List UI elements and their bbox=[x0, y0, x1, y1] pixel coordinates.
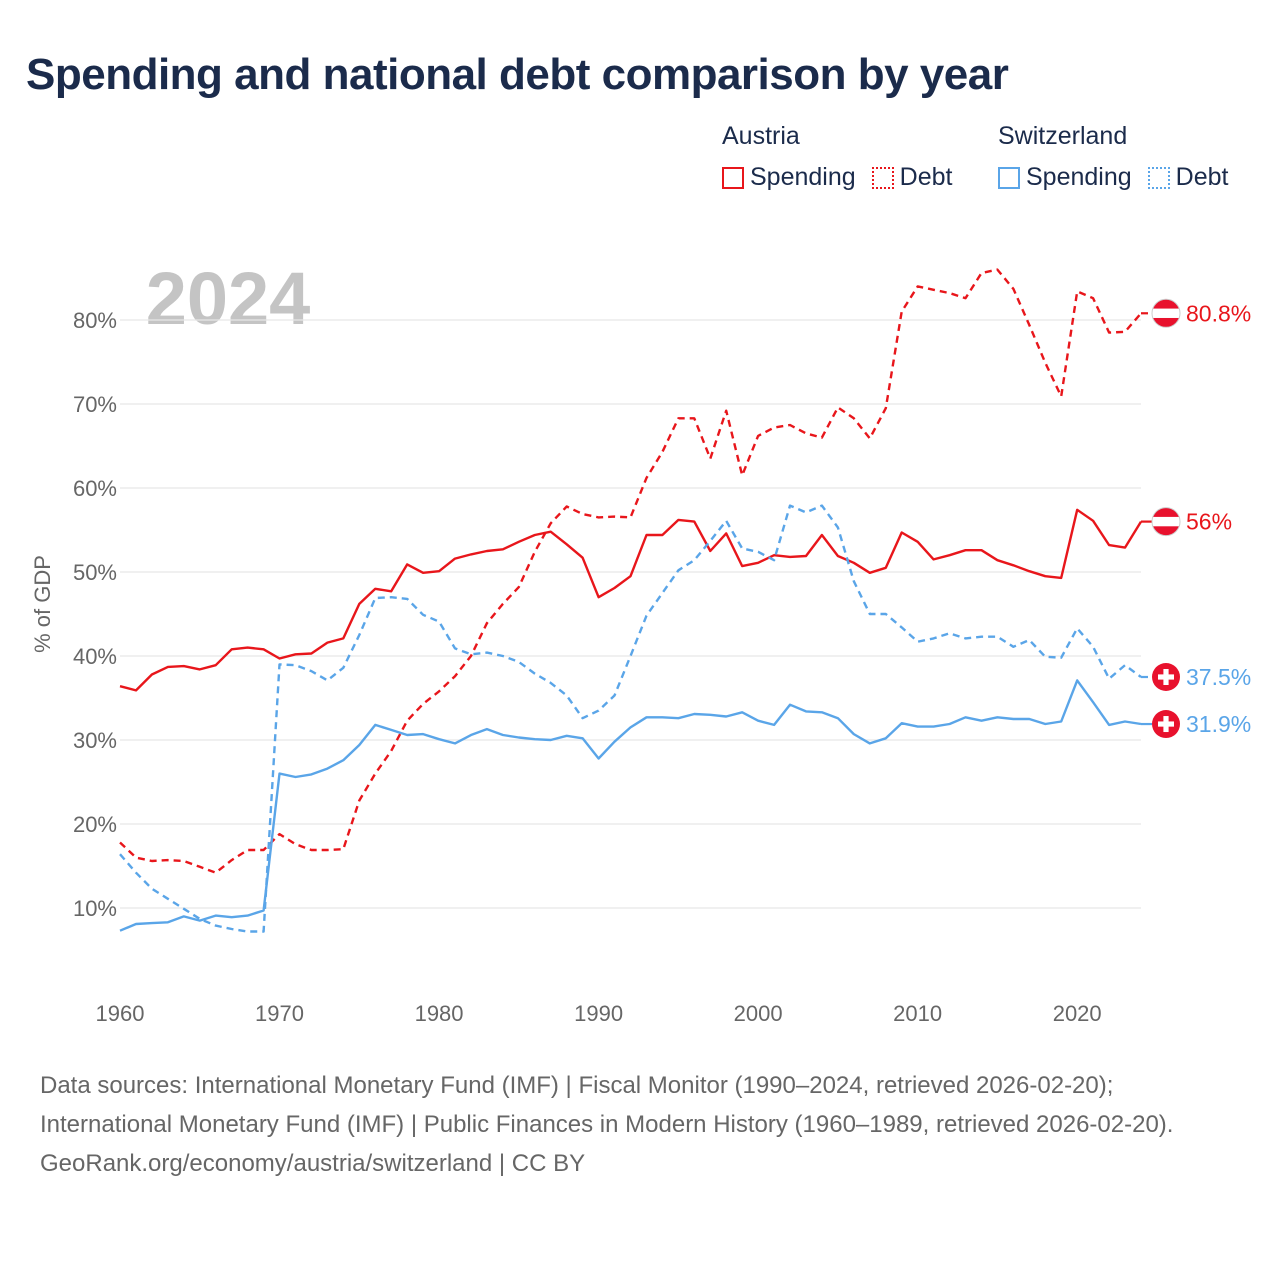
x-tick-label: 2000 bbox=[734, 1001, 783, 1026]
line-chart: 2024 10% 20% 30% 40% 50% 60% 70% 80% 1960 1970 1980… bbox=[30, 257, 1251, 1026]
flag-outline bbox=[1151, 507, 1181, 537]
austria-flag-icon bbox=[1151, 507, 1181, 537]
legend-austria-spending[interactable]: Spending bbox=[722, 163, 856, 192]
y-tick-label: 20% bbox=[73, 812, 117, 837]
series-line-switzerland-debt bbox=[119, 504, 1142, 933]
x-tick-label: 2010 bbox=[893, 1001, 942, 1026]
y-tick-label: 60% bbox=[73, 476, 117, 501]
series-line-austria-spending bbox=[119, 508, 1143, 692]
end-value-label: 56% bbox=[1186, 509, 1232, 535]
year-watermark: 2024 bbox=[146, 257, 311, 340]
y-tick-label: 10% bbox=[73, 896, 117, 921]
legend-austria-spending-label: Spending bbox=[750, 163, 856, 191]
legend-swatch-dotted bbox=[1147, 166, 1170, 189]
legend-austria-debt[interactable]: Debt bbox=[871, 163, 953, 192]
credit-link[interactable]: GeoRank.org/economy/austria/switzerland … bbox=[40, 1150, 586, 1177]
legend-switzerland-title: Switzerland bbox=[998, 122, 1128, 150]
series-line-switzerland-spending bbox=[119, 679, 1142, 932]
legend-swatch-solid bbox=[722, 166, 744, 189]
legend-austria-title: Austria bbox=[722, 122, 800, 150]
austria-flag-icon bbox=[1151, 298, 1181, 328]
legend-switzerland-debt-label: Debt bbox=[1175, 163, 1229, 191]
legend-switzerland: Switzerland Spending Debt bbox=[998, 122, 1228, 192]
flag-cross-horizontal bbox=[1158, 674, 1174, 680]
series-line-austria-debt bbox=[119, 268, 1142, 874]
end-value-label: 80.8% bbox=[1186, 300, 1251, 326]
flag-stripe-white bbox=[1152, 516, 1180, 527]
y-tick-label: 50% bbox=[73, 560, 117, 585]
flag-cross-horizontal bbox=[1158, 721, 1174, 727]
x-tick-label: 1980 bbox=[415, 1001, 464, 1026]
x-tick-label: 1970 bbox=[255, 1001, 304, 1026]
switzerland-flag-icon bbox=[1152, 710, 1180, 739]
end-value-label: 31.9% bbox=[1186, 711, 1251, 737]
y-tick-label: 80% bbox=[73, 308, 117, 333]
legend-switzerland-spending-label: Spending bbox=[1026, 163, 1132, 191]
y-tick-label: 70% bbox=[73, 392, 117, 417]
chart-title: Spending and national debt comparison by… bbox=[26, 50, 1009, 99]
y-axis-label: % of GDP bbox=[30, 555, 55, 653]
legend-swatch-solid bbox=[998, 166, 1020, 189]
switzerland-flag-icon bbox=[1152, 663, 1180, 691]
y-tick-label: 40% bbox=[73, 644, 117, 669]
x-tick-label: 2020 bbox=[1053, 1001, 1102, 1026]
data-sources: Data sources: International Monetary Fun… bbox=[40, 1072, 1174, 1138]
legend-switzerland-debt[interactable]: Debt bbox=[1147, 163, 1229, 192]
legend-swatch-dotted bbox=[871, 166, 894, 189]
flag-stripe-white bbox=[1152, 308, 1180, 318]
x-tick-label: 1990 bbox=[574, 1001, 623, 1026]
y-tick-label: 30% bbox=[73, 728, 117, 753]
legend-austria: Austria Spending Debt bbox=[722, 122, 952, 192]
legend-austria-debt-label: Debt bbox=[899, 163, 953, 191]
legend-switzerland-spending[interactable]: Spending bbox=[998, 163, 1132, 192]
footer: Data sources: International Monetary Fun… bbox=[40, 1066, 1240, 1183]
x-tick-label: 1960 bbox=[96, 1001, 145, 1026]
flag-outline bbox=[1151, 298, 1181, 328]
end-value-label: 37.5% bbox=[1186, 664, 1251, 690]
